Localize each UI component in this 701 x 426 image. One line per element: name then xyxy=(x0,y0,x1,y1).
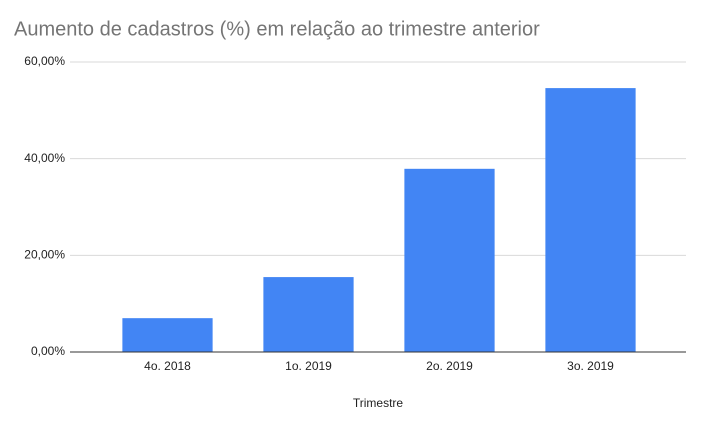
x-tick-label: 1o. 2019 xyxy=(285,359,332,373)
y-tick-label: 0,00% xyxy=(31,344,65,358)
bar xyxy=(404,168,495,352)
y-tick-label: 20,00% xyxy=(24,248,65,262)
bar xyxy=(545,88,636,352)
bar xyxy=(263,277,354,352)
x-tick-label: 3o. 2019 xyxy=(567,359,614,373)
x-tick-label: 2o. 2019 xyxy=(426,359,473,373)
bar xyxy=(122,318,213,352)
x-tick-label: 4o. 2018 xyxy=(144,359,191,373)
y-tick-label: 60,00% xyxy=(24,54,65,68)
chart-title: Aumento de cadastros (%) em relação ao t… xyxy=(14,18,540,40)
y-tick-label: 40,00% xyxy=(24,151,65,165)
x-axis-label: Trimestre xyxy=(353,396,404,410)
